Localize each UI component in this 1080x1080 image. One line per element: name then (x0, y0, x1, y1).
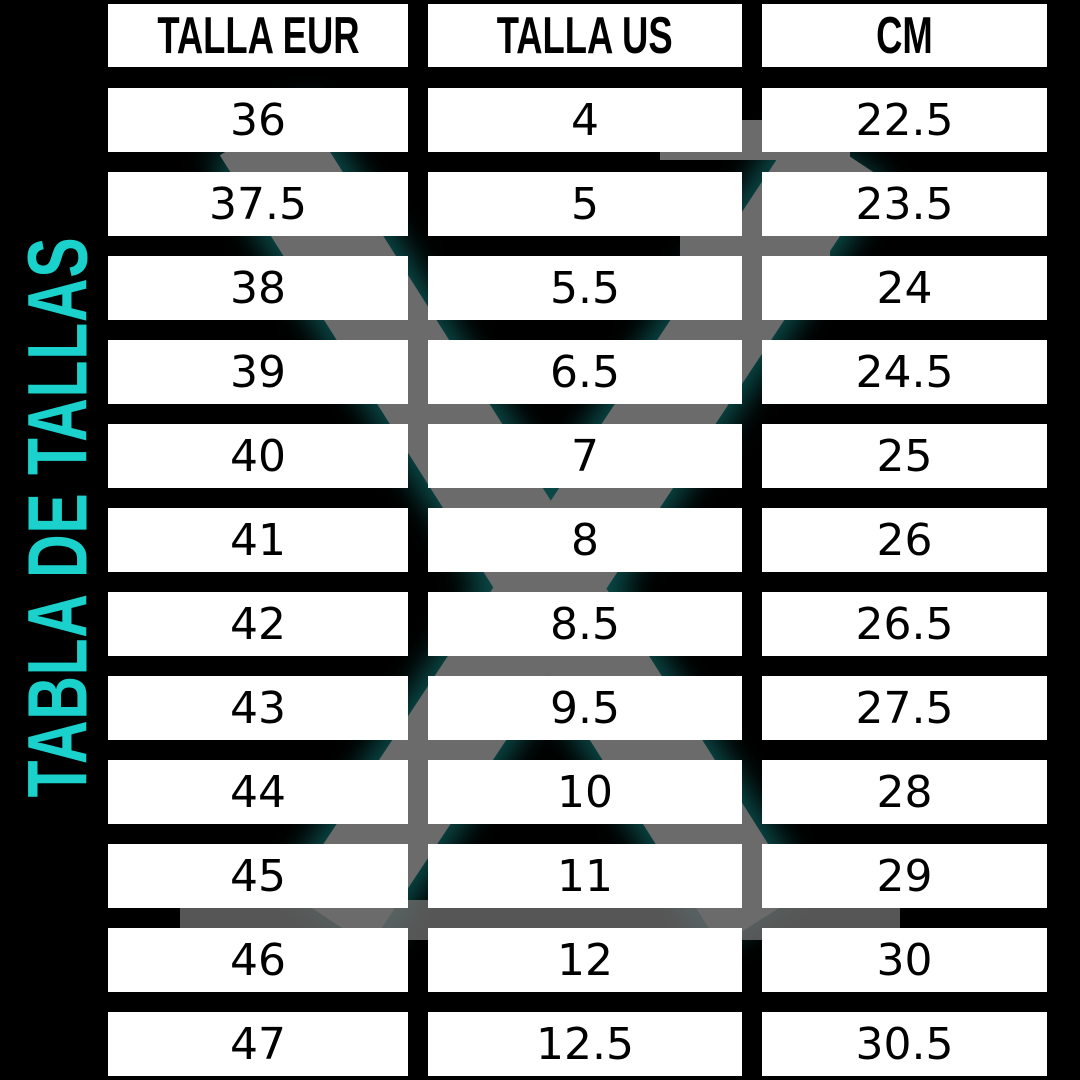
table-cell: 26.5 (762, 592, 1047, 656)
table-cell: 8 (428, 508, 742, 572)
table-cell: 5 (428, 172, 742, 236)
table-cell: 24.5 (762, 340, 1047, 404)
column-header: CM (762, 4, 1047, 67)
page-title: TABLA DE TALLAS (10, 236, 105, 798)
table-cell: 22.5 (762, 88, 1047, 152)
table-cell: 47 (108, 1012, 408, 1076)
table-cell: 12.5 (428, 1012, 742, 1076)
column-header-label: CM (876, 6, 933, 65)
table-cell: 43 (108, 676, 408, 740)
table-cell: 30 (762, 928, 1047, 992)
column-header: TALLA US (428, 4, 742, 67)
table-cell: 27.5 (762, 676, 1047, 740)
table-cell: 30.5 (762, 1012, 1047, 1076)
table-cell: 11 (428, 844, 742, 908)
table-cell: 39 (108, 340, 408, 404)
column-header-label: TALLA US (497, 6, 673, 65)
table-cell: 23.5 (762, 172, 1047, 236)
table-cell: 26 (762, 508, 1047, 572)
table-cell: 5.5 (428, 256, 742, 320)
table-cell: 37.5 (108, 172, 408, 236)
table-cell: 46 (108, 928, 408, 992)
table-cell: 4 (428, 88, 742, 152)
table-cell: 38 (108, 256, 408, 320)
table-cell: 36 (108, 88, 408, 152)
table-cell: 29 (762, 844, 1047, 908)
table-cell: 42 (108, 592, 408, 656)
table-cell: 45 (108, 844, 408, 908)
table-cell: 12 (428, 928, 742, 992)
table-cell: 44 (108, 760, 408, 824)
column-header-label: TALLA EUR (156, 6, 360, 65)
table-cell: 7 (428, 424, 742, 488)
table-cell: 40 (108, 424, 408, 488)
table-cell: 24 (762, 256, 1047, 320)
table-cell: 8.5 (428, 592, 742, 656)
table-cell: 6.5 (428, 340, 742, 404)
table-cell: 28 (762, 760, 1047, 824)
table-cell: 25 (762, 424, 1047, 488)
table-cell: 9.5 (428, 676, 742, 740)
table-cell: 41 (108, 508, 408, 572)
table-cell: 10 (428, 760, 742, 824)
column-header: TALLA EUR (108, 4, 408, 67)
